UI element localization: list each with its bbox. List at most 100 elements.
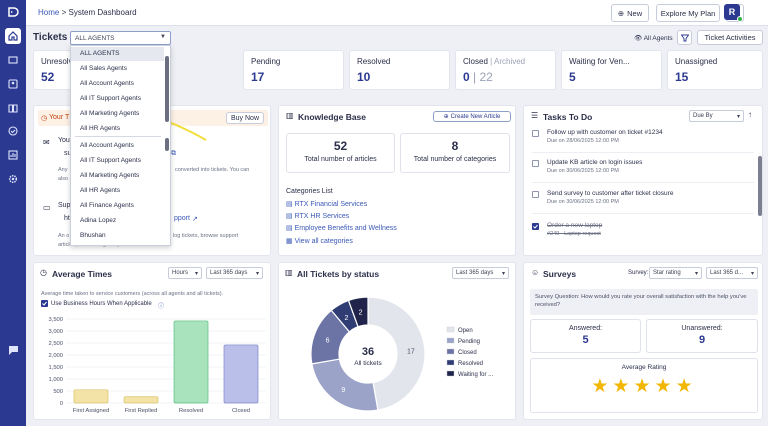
sort-arrow-icon[interactable]: ↑ — [748, 110, 752, 119]
breadcrumb-home-link[interactable]: Home — [38, 8, 60, 17]
task-checkbox[interactable] — [532, 160, 539, 167]
task-checkbox[interactable] — [532, 130, 539, 137]
stat-card-waiting[interactable]: Waiting for Ven... 5 — [561, 50, 662, 90]
portal-url-field[interactable]: ht — [64, 215, 70, 222]
logo-icon[interactable] — [5, 4, 21, 20]
dropdown-option[interactable]: All IT Support Agents — [80, 95, 141, 102]
explore-plan-button[interactable]: Explore My Plan — [656, 4, 720, 22]
stat-card-resolved[interactable]: Resolved 10 — [349, 50, 450, 90]
bar — [223, 344, 259, 404]
dropdown-option[interactable]: All Account Agents — [80, 80, 134, 87]
tasks-scrollbar[interactable] — [758, 156, 762, 216]
category-label: Employee Benefits and Wellness — [294, 225, 397, 232]
agent-filter-select[interactable]: ALL AGENTS ▼ — [70, 31, 171, 45]
unit-select-value: Hours — [172, 270, 189, 276]
task-text: Update KB article on login issues — [547, 159, 643, 166]
settings-icon[interactable] — [5, 171, 21, 187]
all-agents-toggle[interactable]: 👁 All Agents — [634, 34, 673, 42]
clock-icon: ◷ — [41, 115, 48, 122]
email-desc-b: also — [58, 176, 69, 182]
dropdown-option[interactable]: All Marketing Agents — [80, 172, 140, 179]
category-link[interactable]: ▤ Employee Benefits and Wellness — [286, 224, 397, 232]
bar — [73, 389, 109, 404]
dropdown-option[interactable]: All HR Agents — [80, 125, 121, 132]
slice-value-label: 2 — [359, 310, 363, 317]
status-range-select[interactable]: Last 365 days ▾ — [452, 267, 509, 279]
dropdown-option[interactable]: All Marketing Agents — [80, 110, 140, 117]
stat-label: Unassigned — [675, 57, 718, 66]
surveys-title: Surveys — [543, 269, 577, 279]
email-address-field[interactable]: su — [64, 150, 72, 157]
tickets-icon[interactable] — [5, 52, 21, 68]
stat-card-pending[interactable]: Pending 17 — [243, 50, 344, 90]
ticket-activities-button[interactable]: Ticket Activities — [697, 30, 763, 45]
avatar-initial: R — [728, 7, 736, 17]
dropdown-option[interactable]: All Finance Agents — [80, 202, 134, 209]
online-status-dot — [737, 16, 743, 22]
x-tick-label: Resolved — [179, 408, 203, 414]
task-checkbox[interactable] — [532, 191, 539, 198]
legend-label: Resolved — [458, 361, 483, 367]
unanswered-card[interactable]: Unanswered: 9 — [646, 319, 758, 353]
email-desc-right: converted into tickets. You can — [175, 167, 250, 173]
tasks-sort-select[interactable]: Due By ▾ — [689, 110, 744, 122]
survey-range-select[interactable]: Last 365 d... ▾ — [706, 267, 758, 279]
task-item[interactable]: Follow up with customer on ticket #1234 … — [532, 129, 754, 148]
filter-settings-button[interactable] — [677, 30, 692, 45]
new-button[interactable]: ⊕ New — [611, 4, 649, 22]
category-link[interactable]: ▤ RTX HR Services — [286, 212, 349, 220]
trial-banner-text: Your T — [49, 114, 70, 121]
chat-icon[interactable] — [5, 342, 21, 358]
articles-count-card[interactable]: 52 Total number of articles — [286, 133, 395, 173]
info-icon[interactable]: ⓘ — [158, 304, 165, 310]
stat-card-closed[interactable]: Closed | Archived 0 | 22 — [455, 50, 556, 90]
dropdown-option[interactable]: All Account Agents — [80, 142, 134, 149]
dropdown-option[interactable]: ALL AGENTS — [71, 47, 164, 61]
buy-now-button[interactable]: Buy Now — [226, 112, 264, 124]
avatar[interactable]: R — [724, 4, 740, 20]
closed-label: Closed — [463, 57, 488, 66]
stat-card-unassigned[interactable]: Unassigned 15 — [667, 50, 763, 90]
create-article-button[interactable]: ⊕ Create New Article — [433, 111, 511, 122]
task-item-done[interactable]: Order a new laptop #249 - Laptop request — [532, 222, 754, 241]
clock-icon: ◷ — [40, 268, 47, 277]
all-agents-label: All Agents — [643, 35, 673, 42]
task-checkbox-checked[interactable] — [532, 223, 539, 230]
answered-card[interactable]: Answered: 5 — [530, 319, 641, 353]
knowledge-icon[interactable] — [5, 100, 21, 116]
folder-icon: ▤ — [286, 213, 293, 220]
smiley-icon: ☺ — [531, 268, 540, 277]
dropdown-option[interactable]: All IT Support Agents — [80, 157, 141, 164]
task-item[interactable]: Update KB article on login issues Due on… — [532, 159, 754, 178]
legend-label: Closed — [458, 350, 477, 356]
business-hours-checkbox[interactable] — [41, 300, 48, 307]
page-title: System Dashboard — [68, 8, 137, 17]
dropdown-option[interactable]: Bhushan — [80, 232, 106, 239]
folder-icon: ▤ — [286, 201, 293, 208]
dropdown-option[interactable]: All HR Agents — [80, 187, 121, 194]
dropdown-scrollbar[interactable] — [165, 56, 169, 122]
plus-icon: ⊕ — [617, 8, 625, 18]
tickets-title: Tickets - — [33, 32, 74, 43]
tasks-icon[interactable] — [5, 123, 21, 139]
survey-range-value: Last 365 d... — [710, 270, 744, 276]
task-item[interactable]: Send survey to customer after ticket clo… — [532, 190, 754, 209]
survey-type-select[interactable]: Star rating ▾ — [649, 267, 702, 279]
portal-link[interactable]: pport — [174, 215, 190, 222]
reports-icon[interactable] — [5, 147, 21, 163]
range-select[interactable]: Last 365 days ▾ — [206, 267, 263, 279]
star-icon: ★ — [633, 376, 655, 397]
dropdown-option[interactable]: Adina Lopez — [80, 217, 117, 224]
category-link[interactable]: ▤ RTX Financial Services — [286, 200, 367, 208]
stat-label: Closed | Archived — [463, 57, 526, 66]
unit-select[interactable]: Hours ▾ — [168, 267, 202, 279]
home-icon[interactable] — [5, 28, 21, 44]
archived-label: Archived — [494, 57, 526, 66]
categories-count-card[interactable]: 8 Total number of categories — [400, 133, 510, 173]
view-all-categories-link[interactable]: ▦ View all categories — [286, 237, 353, 245]
copy-icon[interactable]: ⧉ — [171, 150, 176, 157]
external-link-icon[interactable]: ↗ — [192, 216, 198, 223]
dropdown-scrollbar[interactable] — [165, 138, 169, 151]
dropdown-option[interactable]: All Sales Agents — [80, 65, 127, 72]
contacts-icon[interactable] — [5, 76, 21, 92]
